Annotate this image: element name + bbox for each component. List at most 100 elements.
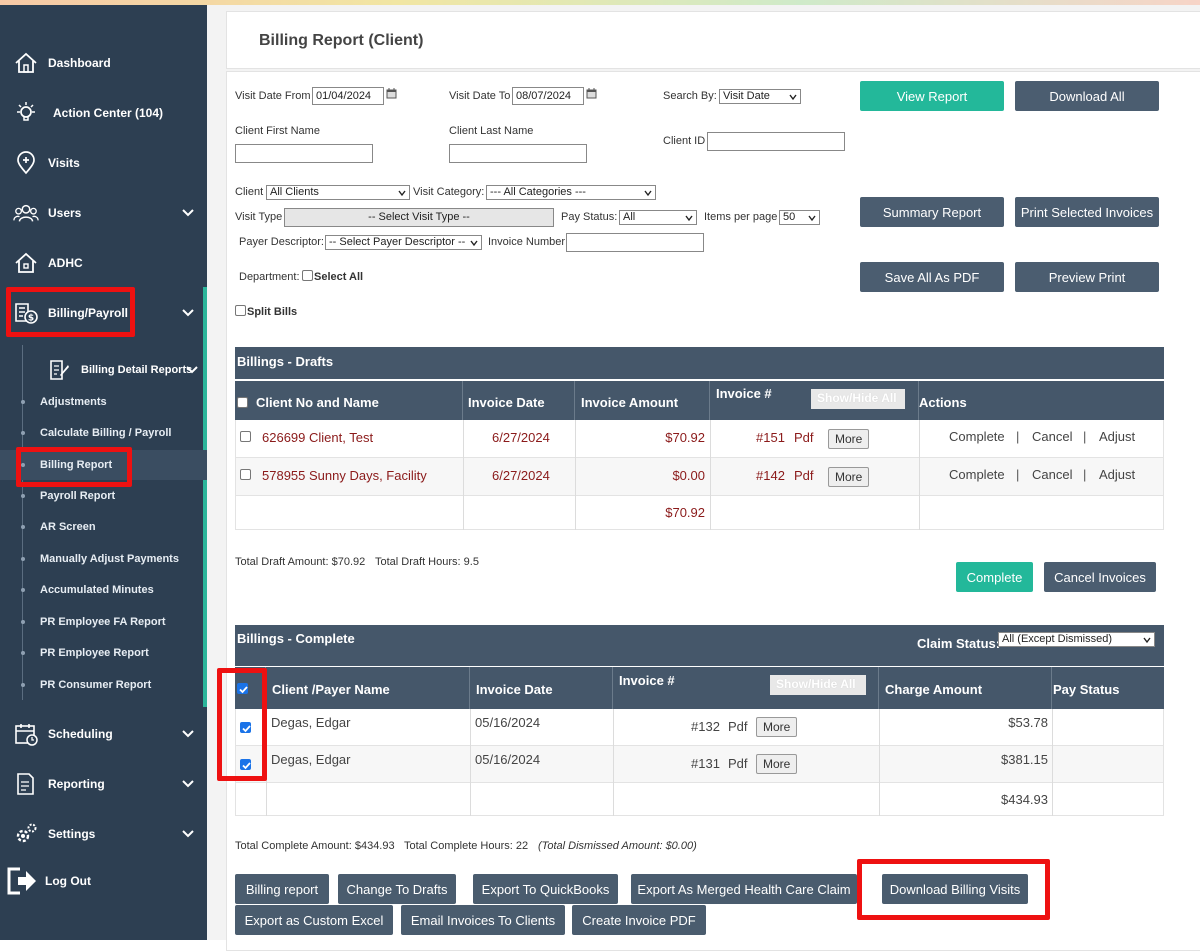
pay-status-select[interactable]: All [619, 210, 697, 225]
complete-action-link[interactable]: Complete [949, 467, 1005, 482]
cancel-action-link[interactable]: Cancel [1032, 467, 1073, 482]
sidebar-subitem-ar-screen[interactable]: AR Screen [0, 512, 207, 542]
chevron-down-icon[interactable] [181, 206, 195, 220]
download-all-button[interactable]: Download All [1015, 81, 1159, 111]
more-button[interactable]: More [828, 467, 870, 487]
row-checkbox[interactable] [240, 759, 251, 770]
drafts-show-hide-all-button[interactable]: Show/Hide All [811, 389, 905, 409]
client-first-name-label: Client First Name [235, 125, 320, 137]
cancel-invoices-button[interactable]: Cancel Invoices [1044, 562, 1156, 592]
sidebar-subitem-pr-consumer-report[interactable]: PR Consumer Report [0, 670, 207, 700]
sidebar-item-action-center[interactable]: Action Center (104) [0, 93, 207, 133]
sidebar-subitem-adjustments[interactable]: Adjustments [0, 387, 207, 417]
summary-report-button[interactable]: Summary Report [860, 197, 1004, 227]
visit-date-to-input[interactable]: 08/07/2024 [512, 87, 584, 105]
client-select[interactable]: All Clients [266, 185, 410, 200]
invoice-number[interactable]: #132 [691, 719, 720, 734]
pdf-link[interactable]: Pdf [794, 468, 814, 483]
client-id-label: Client ID [663, 135, 706, 147]
chevron-down-icon[interactable] [185, 363, 199, 377]
sidebar-item-reporting[interactable]: Reporting [0, 764, 207, 804]
chevron-down-icon[interactable] [181, 827, 195, 841]
sidebar-subitem-billing-report[interactable]: Billing Report [0, 450, 207, 480]
complete-button[interactable]: Complete [956, 562, 1033, 592]
export-merged-claim-button[interactable]: Export As Merged Health Care Claim [631, 874, 857, 904]
client-link[interactable]: 578955 Sunny Days, Facility [262, 468, 427, 483]
sidebar-item-settings[interactable]: Settings [0, 814, 207, 854]
invoice-number[interactable]: #131 [691, 756, 720, 771]
client-id-input[interactable] [707, 132, 845, 151]
calendar-icon[interactable] [586, 88, 597, 99]
billing-report-button[interactable]: Billing report [235, 874, 329, 904]
drafts-select-all-checkbox[interactable] [237, 397, 248, 408]
create-invoice-pdf-button[interactable]: Create Invoice PDF [572, 905, 706, 935]
sidebar-subitem-pr-employee-fa-report[interactable]: PR Employee FA Report [0, 607, 207, 637]
sidebar-subitem-accumulated-minutes[interactable]: Accumulated Minutes [0, 575, 207, 605]
row-checkbox[interactable] [240, 431, 251, 442]
col-actions: Actions [919, 395, 967, 410]
search-by-select[interactable]: Visit Date [719, 89, 801, 104]
sidebar-item-visits[interactable]: Visits [0, 143, 207, 183]
change-to-drafts-button[interactable]: Change To Drafts [338, 874, 456, 904]
sidebar-subitem-calculate-billing[interactable]: Calculate Billing / Payroll [0, 418, 207, 448]
pdf-link[interactable]: Pdf [728, 719, 748, 734]
client-payer-name: Degas, Edgar [271, 752, 351, 767]
top-color-strip [0, 0, 1200, 5]
more-button[interactable]: More [828, 429, 870, 449]
invoice-number-input[interactable] [566, 233, 704, 252]
row-checkbox[interactable] [240, 469, 251, 480]
invoice-number[interactable]: #151 [756, 430, 785, 445]
client-link[interactable]: 626699 Client, Test [262, 430, 374, 445]
complete-show-hide-all-button[interactable]: Show/Hide All [770, 675, 866, 695]
bullet-icon [21, 683, 25, 687]
pdf-link[interactable]: Pdf [728, 756, 748, 771]
department-select-all-checkbox[interactable] [302, 270, 313, 281]
download-billing-visits-button[interactable]: Download Billing Visits [882, 874, 1028, 904]
email-invoices-button[interactable]: Email Invoices To Clients [401, 905, 565, 935]
more-button[interactable]: More [756, 754, 798, 774]
split-bills-checkbox[interactable] [235, 305, 246, 316]
chevron-down-icon[interactable] [181, 306, 195, 320]
visit-date-from-input[interactable]: 01/04/2024 [312, 87, 384, 105]
sidebar-item-billing-detail-reports[interactable]: Billing Detail Reports [0, 349, 207, 391]
visit-type-select[interactable]: -- Select Visit Type -- [284, 208, 554, 227]
sidebar-item-adhc[interactable]: ADHC [0, 243, 207, 283]
sidebar-item-billing-payroll[interactable]: $ Billing/Payroll [0, 293, 207, 333]
more-button[interactable]: More [756, 717, 798, 737]
visit-category-select[interactable]: --- All Categories --- [486, 185, 656, 200]
sidebar-item-users[interactable]: Users [0, 193, 207, 233]
save-all-as-pdf-button[interactable]: Save All As PDF [860, 262, 1004, 292]
preview-print-button[interactable]: Preview Print [1015, 262, 1159, 292]
sidebar-subitem-manually-adjust-payments[interactable]: Manually Adjust Payments [0, 544, 207, 574]
logout-icon [6, 865, 38, 897]
row-checkbox[interactable] [240, 722, 251, 733]
adjust-action-link[interactable]: Adjust [1099, 429, 1136, 444]
payer-descriptor-select[interactable]: -- Select Payer Descriptor -- [325, 235, 482, 250]
adjust-action-link[interactable]: Adjust [1099, 467, 1136, 482]
view-report-button[interactable]: View Report [860, 81, 1004, 111]
invoice-date: 05/16/2024 [475, 752, 541, 767]
calendar-icon[interactable] [386, 88, 397, 99]
sidebar-item-log-out[interactable]: Log Out [0, 861, 207, 901]
export-custom-excel-button[interactable]: Export as Custom Excel [235, 905, 393, 935]
items-per-page-select[interactable]: 50 [779, 210, 820, 225]
chevron-down-icon [789, 94, 797, 101]
complete-select-all-checkbox[interactable] [237, 683, 248, 694]
sidebar-subitem-payroll-report[interactable]: Payroll Report [0, 481, 207, 511]
complete-action-link[interactable]: Complete [949, 429, 1005, 444]
invoice-date: 6/27/2024 [492, 430, 550, 445]
pdf-link[interactable]: Pdf [794, 430, 814, 445]
sidebar-subitem-pr-employee-report[interactable]: PR Employee Report [0, 638, 207, 668]
cancel-action-link[interactable]: Cancel [1032, 429, 1073, 444]
claim-status-select[interactable]: All (Except Dismissed) [998, 632, 1155, 647]
print-selected-invoices-button[interactable]: Print Selected Invoices [1015, 197, 1159, 227]
action-separator: | [1016, 429, 1020, 444]
chevron-down-icon[interactable] [181, 727, 195, 741]
sidebar-item-scheduling[interactable]: Scheduling [0, 714, 207, 754]
invoice-number[interactable]: #142 [756, 468, 785, 483]
chevron-down-icon[interactable] [181, 777, 195, 791]
export-quickbooks-button[interactable]: Export To QuickBooks [473, 874, 618, 904]
sidebar-item-dashboard[interactable]: Dashboard [0, 43, 207, 83]
client-first-name-input[interactable] [235, 144, 373, 163]
client-last-name-input[interactable] [449, 144, 587, 163]
